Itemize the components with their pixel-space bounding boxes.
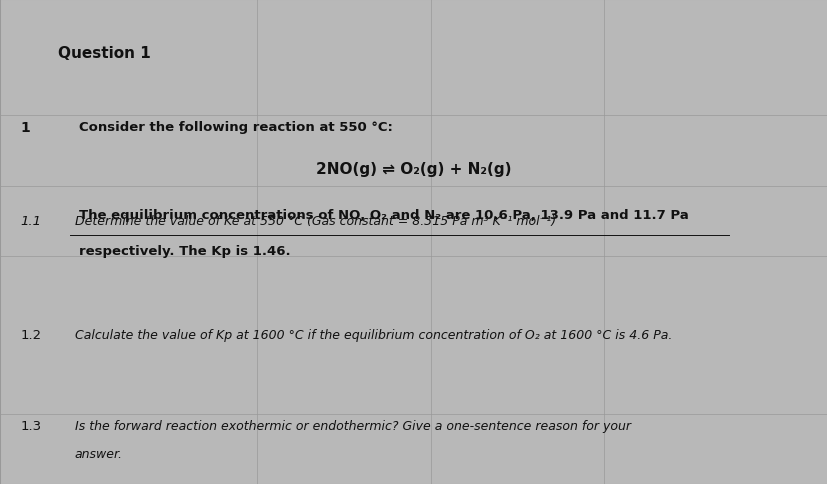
Text: Calculate the value of Kp at 1600 °C if the equilibrium concentration of O₂ at 1: Calculate the value of Kp at 1600 °C if … [74, 329, 671, 342]
Text: 1: 1 [21, 121, 31, 135]
Text: respectively. The Kp is 1.46.: respectively. The Kp is 1.46. [79, 244, 290, 257]
Text: Determine the value of Ke at 550 °C (Gas constant = 8.315 Pa m³ K⁻¹ mol⁻¹): Determine the value of Ke at 550 °C (Gas… [74, 215, 555, 228]
Text: answer.: answer. [74, 447, 122, 460]
Text: The equilibrium concentrations of NO, O₂ and N₂ are 10.6 Pa, 13.9 Pa and 11.7 Pa: The equilibrium concentrations of NO, O₂… [79, 208, 687, 221]
Text: Consider the following reaction at 550 °C:: Consider the following reaction at 550 °… [79, 121, 392, 134]
Text: Question 1: Question 1 [58, 46, 151, 60]
Text: 1.1: 1.1 [21, 215, 41, 228]
Text: Is the forward reaction exothermic or endothermic? Give a one-sentence reason fo: Is the forward reaction exothermic or en… [74, 419, 629, 432]
Text: 1.2: 1.2 [21, 329, 42, 342]
Text: 2NO(g) ⇌ O₂(g) + N₂(g): 2NO(g) ⇌ O₂(g) + N₂(g) [316, 162, 511, 177]
Text: 1.3: 1.3 [21, 419, 42, 432]
